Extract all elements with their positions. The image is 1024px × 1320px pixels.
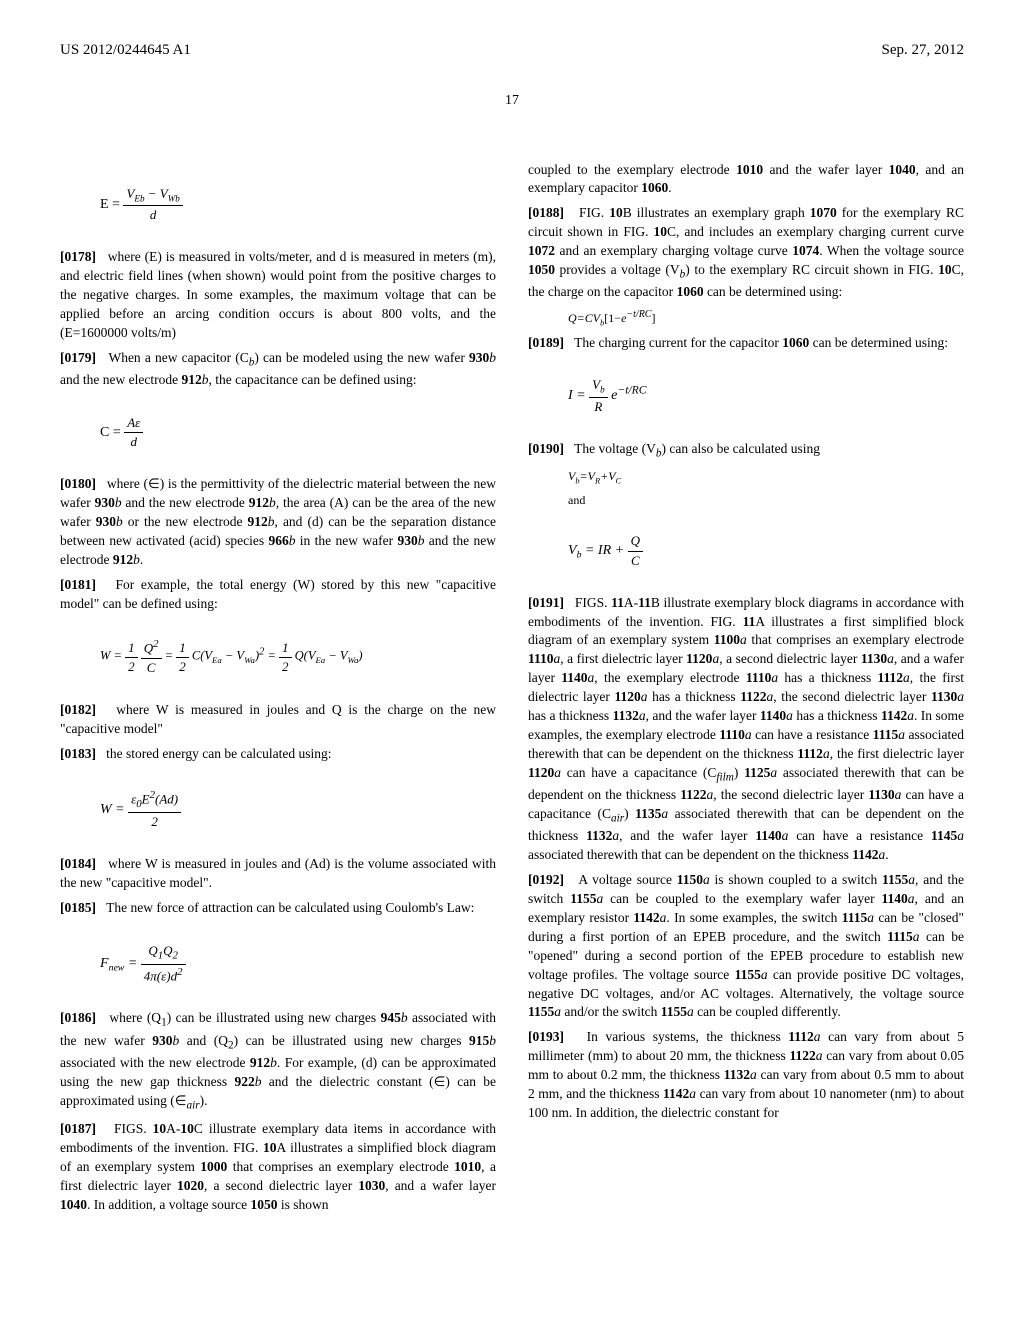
para-0178: [0178] where (E) is measured in volts/me… [60, 248, 496, 342]
equation-C: C = Aεd [100, 414, 496, 451]
para-0186: [0186] where (Q1) can be illustrated usi… [60, 1009, 496, 1114]
para-0190: [0190] The voltage (Vb) can also be calc… [528, 440, 964, 462]
para-0187-cont: coupled to the exemplary electrode 1010 … [528, 161, 964, 199]
para-0179: [0179] When a new capacitor (Cb) can be … [60, 349, 496, 390]
para-0189: [0189] The charging current for the capa… [528, 334, 964, 353]
equation-Vb1: Vb=VR+VC [568, 468, 964, 487]
equation-I: I = VbR e−t/RC [568, 376, 964, 416]
equation-W: W = 12 Q2C = 12 C(VEa − VWa)2 = 12 Q(VEa… [100, 637, 496, 677]
para-0185: [0185] The new force of attraction can b… [60, 899, 496, 918]
para-0193: [0193] In various systems, the thickness… [528, 1028, 964, 1122]
para-0184: [0184] where W is measured in joules and… [60, 855, 496, 893]
para-0187: [0187] FIGS. 10A-10C illustrate exemplar… [60, 1120, 496, 1214]
para-0180: [0180] where (∈) is the permittivity of … [60, 475, 496, 569]
para-0181: [0181] For example, the total energy (W)… [60, 576, 496, 614]
equation-W2: W = ε0E2(Ad)2 [100, 788, 496, 831]
equation-E: E = VEb − VWbd [100, 185, 496, 225]
page-header: US 2012/0244645 A1 Sep. 27, 2012 [60, 40, 964, 61]
publication-date: Sep. 27, 2012 [882, 40, 965, 61]
para-0182: [0182] where W is measured in joules and… [60, 701, 496, 739]
equation-and: and [568, 492, 964, 509]
equation-Vb2: Vb = IR + QC [568, 532, 964, 569]
page-number: 17 [60, 91, 964, 111]
two-column-layout: E = VEb − VWbd [0178] where (E) is measu… [60, 161, 964, 1221]
para-0183: [0183] the stored energy can be calculat… [60, 745, 496, 764]
right-column: coupled to the exemplary electrode 1010 … [528, 161, 964, 1221]
para-0192: [0192] A voltage source 1150a is shown c… [528, 871, 964, 1022]
para-0188: [0188] FIG. 10B illustrates an exemplary… [528, 204, 964, 302]
left-column: E = VEb − VWbd [0178] where (E) is measu… [60, 161, 496, 1221]
equation-F: Fnew = Q1Q24π(ε)d2 [100, 942, 496, 985]
para-0191: [0191] FIGS. 11A-11B illustrate exemplar… [528, 594, 964, 866]
publication-number: US 2012/0244645 A1 [60, 40, 191, 61]
equation-Q: Q=CVb[1−e−t/RC] [568, 308, 964, 329]
